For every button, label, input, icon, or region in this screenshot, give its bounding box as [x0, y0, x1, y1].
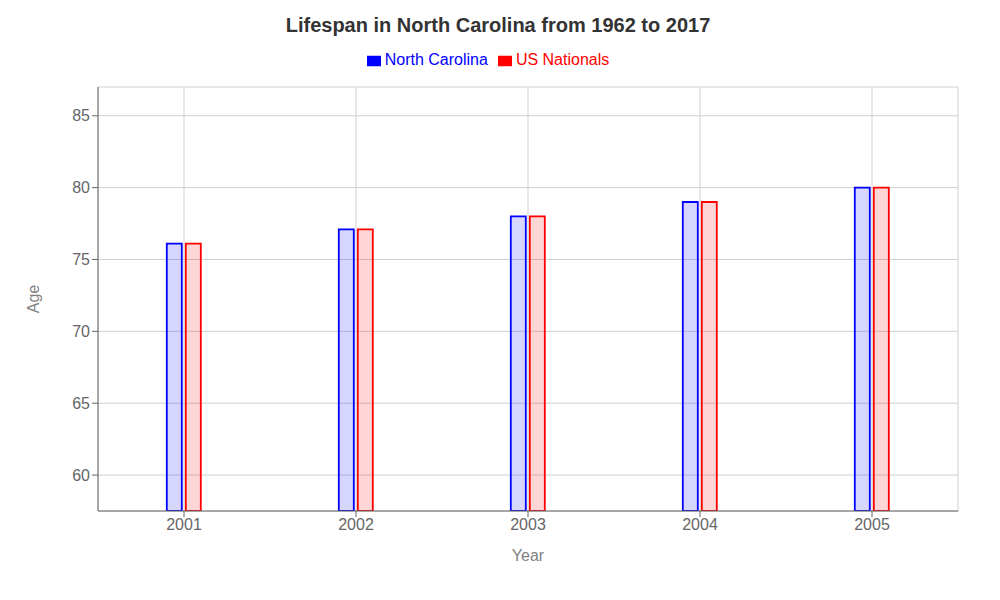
svg-text:2005: 2005	[854, 516, 890, 533]
svg-text:2003: 2003	[510, 516, 546, 533]
svg-text:80: 80	[72, 179, 90, 196]
html-text:Lifespan in North Carolina fro: Lifespan in North Carolina from 1962 to …	[285, 14, 711, 36]
svg-text:2002: 2002	[338, 516, 374, 533]
svg-text:60: 60	[72, 467, 90, 484]
svg-text:75: 75	[72, 251, 90, 268]
html-text:US Nationals: US Nationals	[515, 51, 610, 68]
svg-text:2001: 2001	[166, 516, 202, 533]
svg-text:85: 85	[72, 107, 90, 124]
svg-text:70: 70	[72, 323, 90, 340]
svg-text:2004: 2004	[682, 516, 718, 533]
svg-text:65: 65	[72, 395, 90, 412]
html-text:North Carolina: North Carolina	[384, 51, 488, 68]
svg-text:Age: Age	[25, 285, 42, 314]
svg-text:Year: Year	[512, 547, 545, 564]
